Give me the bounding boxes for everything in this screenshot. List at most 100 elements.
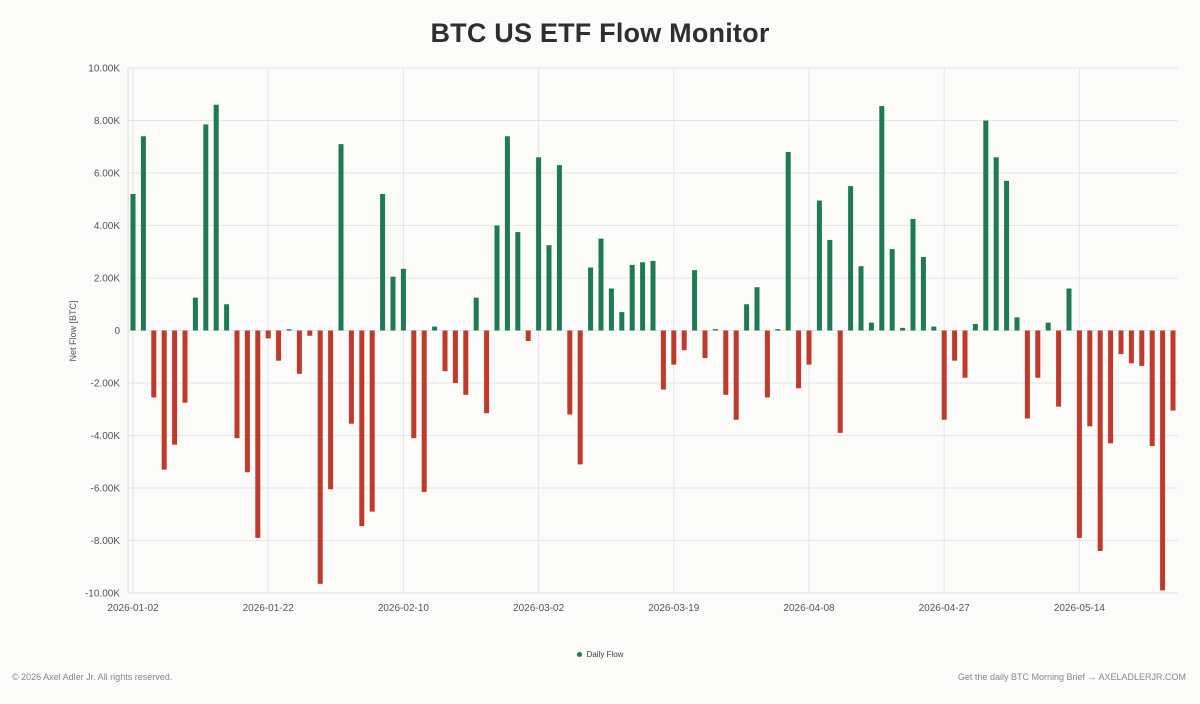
flow-bar[interactable]: [650, 260, 656, 331]
flow-bar[interactable]: [660, 330, 666, 390]
flow-bar[interactable]: [1076, 330, 1082, 538]
flow-bar[interactable]: [868, 322, 874, 331]
flow-bar[interactable]: [681, 330, 687, 351]
flow-bar[interactable]: [1108, 330, 1114, 444]
flow-bar[interactable]: [317, 330, 323, 584]
flow-bar[interactable]: [380, 194, 386, 331]
flow-bar[interactable]: [848, 186, 854, 331]
flow-bar[interactable]: [265, 330, 271, 339]
flow-bar[interactable]: [712, 329, 718, 331]
flow-bar[interactable]: [348, 330, 354, 424]
morning-brief-link[interactable]: Get the daily BTC Morning Brief → AXELAD…: [957, 672, 1186, 682]
flow-bar[interactable]: [369, 330, 375, 512]
flow-bar[interactable]: [910, 218, 916, 331]
flow-bar[interactable]: [463, 330, 469, 395]
flow-bar[interactable]: [775, 329, 781, 331]
flow-bar[interactable]: [1097, 330, 1103, 552]
flow-bar[interactable]: [400, 268, 406, 331]
flow-bar[interactable]: [151, 330, 157, 398]
flow-bar[interactable]: [182, 330, 188, 403]
flow-bar[interactable]: [983, 120, 989, 331]
flow-bar[interactable]: [1087, 330, 1093, 427]
flow-bar[interactable]: [733, 330, 739, 420]
legend[interactable]: Daily Flow: [0, 650, 1200, 659]
flow-bar[interactable]: [140, 136, 146, 331]
flow-bar[interactable]: [1045, 322, 1051, 331]
flow-bar[interactable]: [546, 245, 552, 331]
flow-bar[interactable]: [473, 297, 479, 331]
flow-bar[interactable]: [588, 267, 594, 331]
flow-bar[interactable]: [723, 330, 729, 395]
flow-bar[interactable]: [816, 200, 822, 331]
flow-bar[interactable]: [879, 106, 885, 331]
flow-bar[interactable]: [1066, 288, 1072, 331]
flow-bar[interactable]: [806, 330, 812, 365]
flow-bar[interactable]: [764, 330, 770, 398]
flow-bar[interactable]: [161, 330, 167, 470]
flow-bar[interactable]: [442, 330, 448, 372]
flow-bar[interactable]: [598, 238, 604, 331]
flow-bar[interactable]: [619, 312, 625, 331]
flow-bar[interactable]: [504, 136, 510, 331]
flow-bar[interactable]: [1004, 180, 1010, 331]
flow-bar[interactable]: [536, 157, 542, 331]
flow-bar[interactable]: [1170, 330, 1176, 411]
flow-bar[interactable]: [359, 330, 365, 527]
flow-bar[interactable]: [1128, 330, 1134, 364]
flow-bar[interactable]: [962, 330, 968, 378]
flow-bar[interactable]: [972, 323, 978, 331]
flow-bar[interactable]: [328, 330, 334, 490]
flow-bar[interactable]: [952, 330, 958, 361]
flow-bar[interactable]: [494, 225, 500, 331]
flow-bar[interactable]: [1035, 330, 1041, 378]
flow-bar[interactable]: [244, 330, 250, 473]
flow-bar[interactable]: [1118, 330, 1124, 355]
flow-bar[interactable]: [421, 330, 427, 492]
flow-bar[interactable]: [515, 232, 521, 331]
flow-bar[interactable]: [702, 330, 708, 359]
flow-bar[interactable]: [213, 104, 219, 331]
flow-bar[interactable]: [931, 326, 937, 331]
flow-bar[interactable]: [993, 157, 999, 331]
flow-bar[interactable]: [452, 330, 458, 384]
flow-bar[interactable]: [192, 297, 198, 331]
flow-bar[interactable]: [1160, 330, 1166, 591]
flow-bar[interactable]: [608, 288, 614, 331]
flow-bar[interactable]: [941, 330, 947, 420]
flow-bar[interactable]: [629, 264, 635, 331]
flow-bar[interactable]: [224, 304, 230, 331]
flow-bar[interactable]: [286, 329, 292, 331]
flow-bar[interactable]: [307, 330, 313, 336]
flow-bar[interactable]: [744, 304, 750, 331]
flow-bar[interactable]: [130, 194, 136, 331]
flow-bar[interactable]: [796, 330, 802, 389]
flow-bar[interactable]: [754, 287, 760, 331]
flow-bar[interactable]: [296, 330, 302, 374]
flow-bar[interactable]: [1139, 330, 1145, 366]
flow-bar[interactable]: [837, 330, 843, 433]
flow-bar[interactable]: [525, 330, 531, 342]
flow-bar[interactable]: [338, 144, 344, 331]
flow-bar[interactable]: [889, 249, 895, 331]
flow-bar[interactable]: [255, 330, 261, 538]
flow-bar[interactable]: [432, 326, 438, 331]
flow-bar[interactable]: [920, 257, 926, 331]
flow-bar[interactable]: [1024, 330, 1030, 419]
flow-bar[interactable]: [1014, 317, 1020, 331]
flow-bar[interactable]: [1149, 330, 1155, 447]
flow-bar[interactable]: [858, 266, 864, 331]
flow-bar[interactable]: [567, 330, 573, 415]
flow-bar[interactable]: [785, 152, 791, 331]
flow-bar[interactable]: [234, 330, 240, 439]
flow-bar[interactable]: [411, 330, 417, 439]
flow-bar[interactable]: [556, 165, 562, 331]
flow-bar[interactable]: [172, 330, 178, 445]
flow-bar[interactable]: [827, 239, 833, 331]
flow-bar[interactable]: [1056, 330, 1062, 407]
flow-bar[interactable]: [692, 270, 698, 331]
flow-bar[interactable]: [203, 124, 209, 331]
flow-bar[interactable]: [276, 330, 282, 361]
flow-bar[interactable]: [640, 262, 646, 331]
flow-bar[interactable]: [390, 276, 396, 331]
flow-bar[interactable]: [484, 330, 490, 414]
